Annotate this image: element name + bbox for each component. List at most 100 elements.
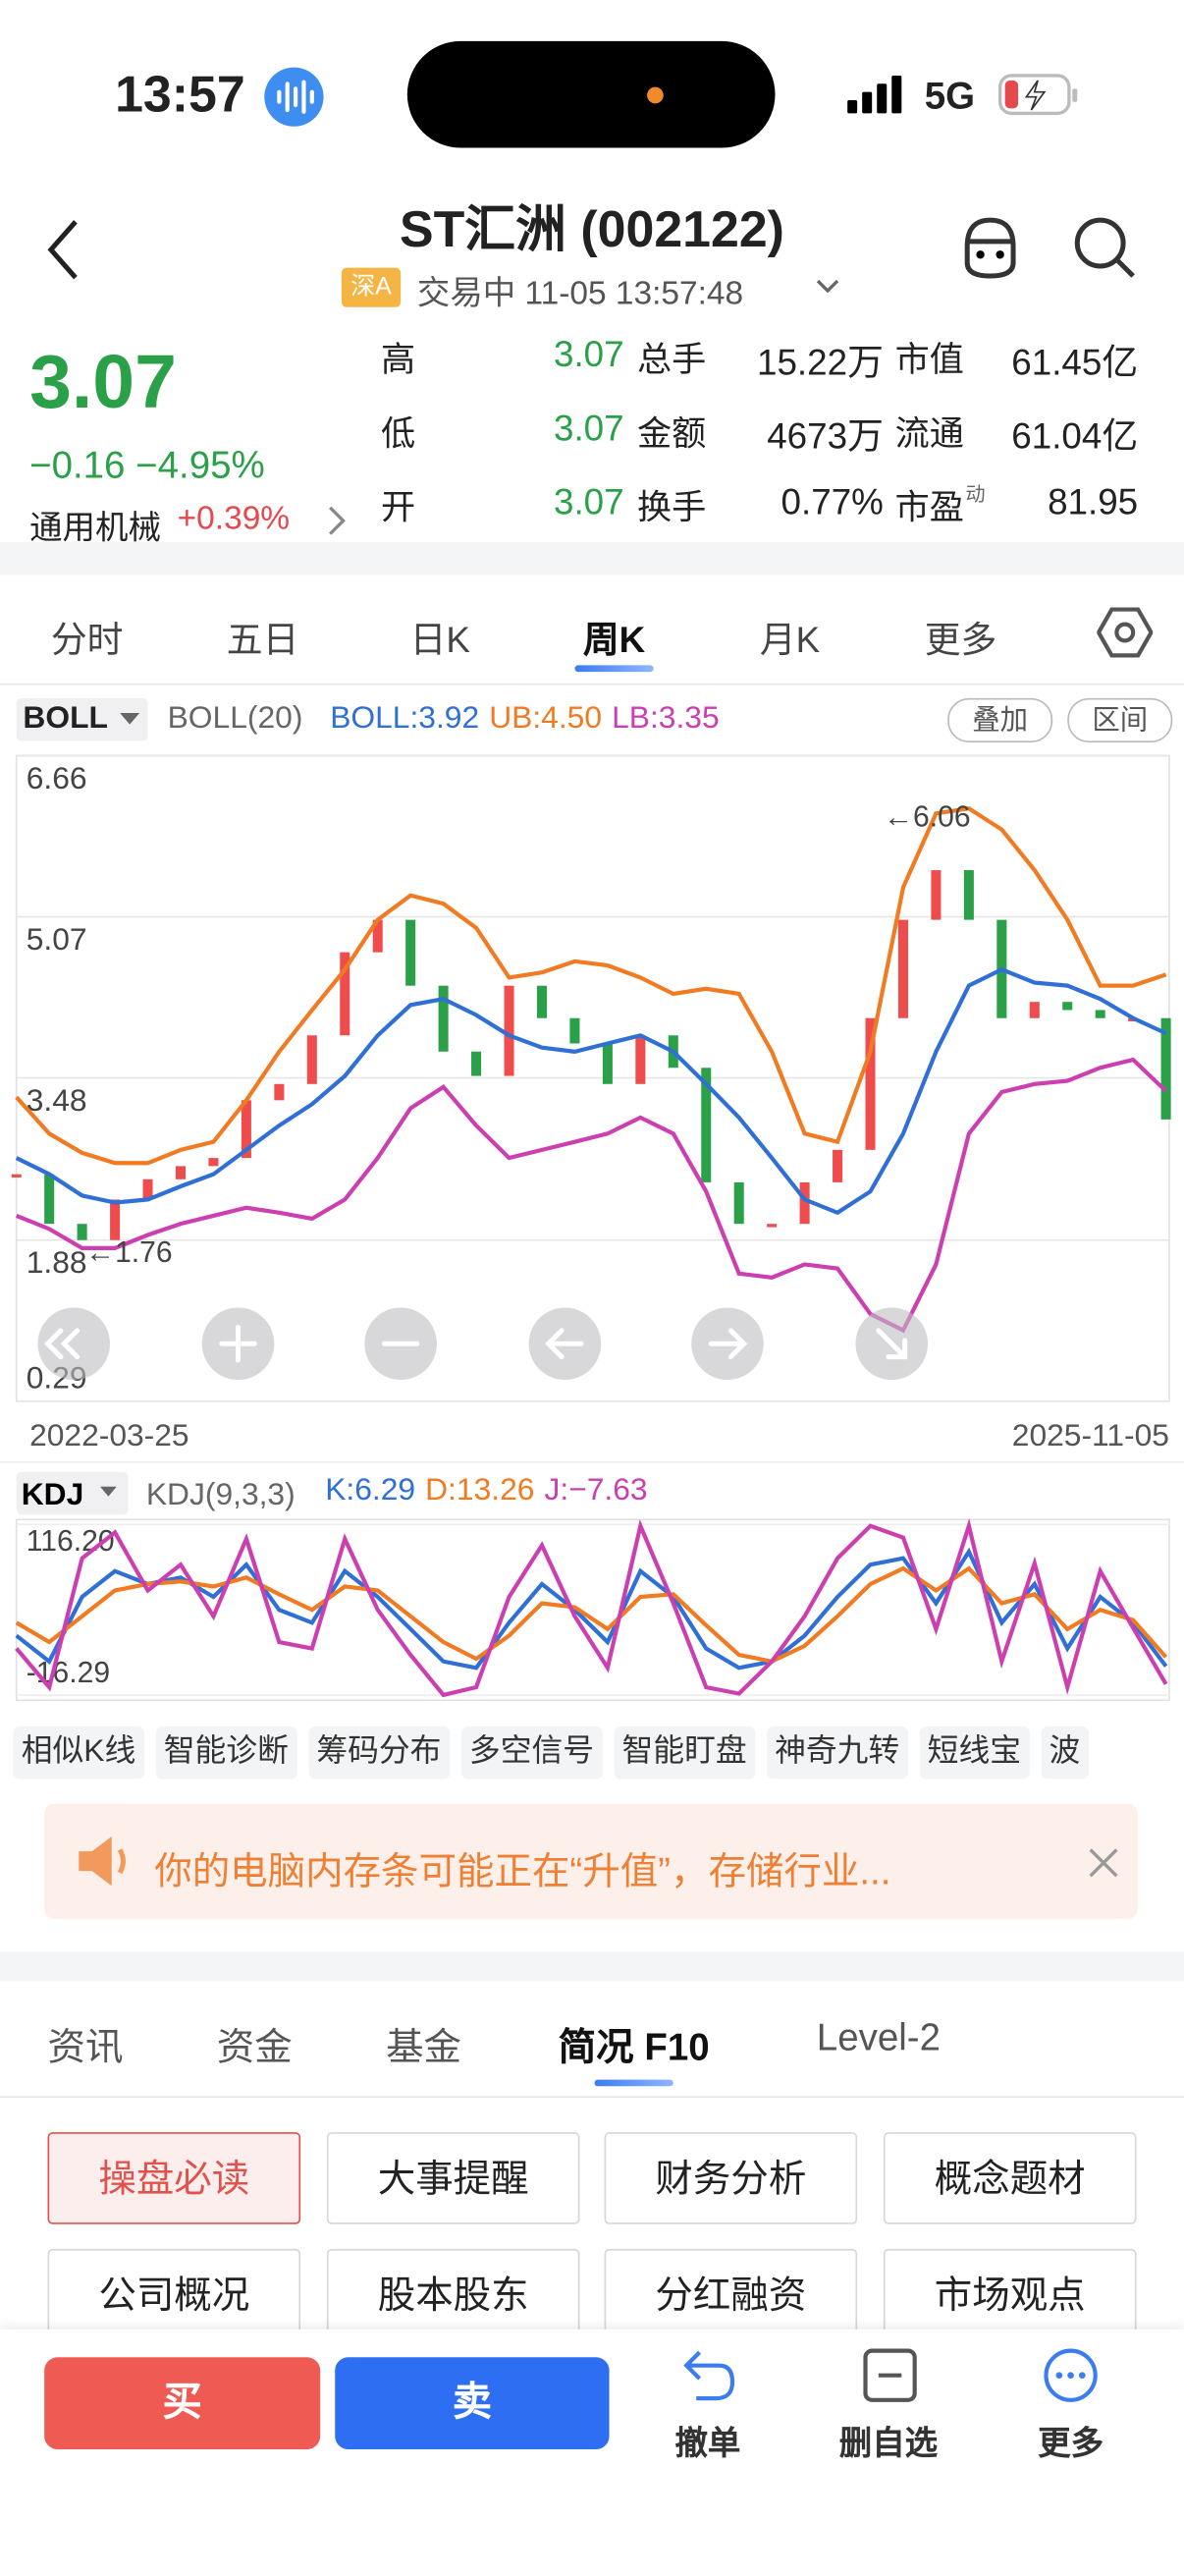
settings-icon[interactable]	[1097, 605, 1154, 661]
candle	[208, 1158, 219, 1167]
legend-item: LB:3.35	[612, 701, 720, 737]
f10-button[interactable]: 财务分析	[604, 2132, 858, 2224]
stat-cell: 61.04亿	[1011, 415, 1139, 458]
candle	[897, 919, 908, 1018]
f10-button[interactable]: 市场观点	[883, 2248, 1137, 2341]
buy-button[interactable]: 买	[44, 2357, 321, 2449]
stat-cell: 15.22万	[757, 341, 884, 383]
dropdown-icon	[120, 712, 140, 725]
stock-title: ST汇洲 (002122)	[400, 200, 784, 258]
indicator-line	[15, 805, 1167, 1166]
banner-text[interactable]: 你的电脑内存条可能正在“升值”，存储行业...	[154, 1849, 891, 1892]
y-tick-label: 3.48	[27, 1082, 87, 1118]
tool-chip[interactable]: 短线宝	[919, 1726, 1030, 1780]
stat-cell: 3.07	[553, 407, 624, 449]
candle	[405, 919, 416, 986]
tool-chip[interactable]: 多空信号	[460, 1726, 603, 1780]
stat-cell: 金额	[636, 415, 707, 454]
dropdown-icon[interactable]	[815, 276, 841, 296]
stat-cell: 市盈	[894, 489, 964, 527]
plot-frame	[15, 1518, 1170, 1702]
tool-chip[interactable]: 相似K线	[13, 1726, 144, 1780]
period-tab[interactable]: 日K	[409, 619, 470, 661]
zoom-icon	[545, 1328, 584, 1360]
x-end-label: 2025-11-05	[1012, 1417, 1169, 1452]
stat-cell: 总手	[636, 341, 707, 380]
candle	[569, 1017, 580, 1044]
candle	[799, 1181, 810, 1225]
period-tab[interactable]: 分时	[50, 619, 124, 661]
pe-sup: 动	[965, 482, 986, 507]
indicator-line	[15, 1057, 1168, 1334]
f10-button[interactable]: 公司概况	[47, 2248, 301, 2341]
period-tab[interactable]: 周K	[582, 619, 646, 661]
search-icon[interactable]	[1071, 213, 1140, 282]
separator	[0, 1951, 1184, 1982]
legend-item: J:−7.63	[544, 1473, 648, 1508]
stat-cell: 0.77%	[780, 481, 884, 522]
info-tab[interactable]: 简况 F10	[558, 2025, 710, 2068]
f10-button[interactable]: 操盘必读	[47, 2132, 301, 2224]
f10-button[interactable]: 大事提醒	[326, 2132, 580, 2224]
divider	[0, 683, 1184, 685]
f10-button[interactable]: 概念题材	[883, 2132, 1137, 2224]
candle	[438, 985, 449, 1052]
chevron[interactable]	[325, 503, 348, 539]
overlay-button[interactable]: 叠加	[947, 697, 1053, 743]
action-label[interactable]: 删自选	[838, 2426, 939, 2463]
indicator-line	[15, 966, 1167, 1216]
annotation: ←6.06	[884, 800, 971, 833]
info-tab[interactable]: 基金	[386, 2025, 462, 2068]
period-tab[interactable]: 更多	[924, 619, 997, 661]
stat-cell: 换手	[636, 489, 707, 527]
trade-status: 交易中 11-05 13:57:48	[416, 276, 744, 312]
price-change: −0.16 −4.95%	[29, 443, 265, 487]
candle	[733, 1181, 744, 1225]
sell-button[interactable]: 卖	[335, 2357, 610, 2449]
dynamic-island	[406, 40, 776, 148]
candle	[1062, 1002, 1073, 1011]
f10-button[interactable]: 分红融资	[604, 2248, 858, 2341]
candle	[963, 870, 974, 920]
time: 13:57	[115, 65, 245, 124]
period-tab[interactable]: 五日	[226, 619, 299, 661]
tool-chip[interactable]: 神奇九转	[766, 1726, 908, 1780]
more-icon	[1044, 2348, 1098, 2402]
cancel-icon	[683, 2350, 735, 2401]
candle	[833, 1149, 843, 1182]
range-button[interactable]: 区间	[1067, 697, 1173, 743]
zoom-button	[37, 1307, 111, 1381]
close-icon[interactable]	[1086, 1844, 1122, 1881]
period-tab[interactable]: 月K	[759, 619, 821, 661]
candle	[77, 1224, 87, 1240]
tool-chip[interactable]: 智能盯盘	[614, 1726, 756, 1780]
y-tick-label: -16.29	[27, 1657, 110, 1689]
candle	[142, 1178, 153, 1200]
info-tab[interactable]: 资讯	[47, 2025, 124, 2068]
y-tick-label: 6.66	[27, 760, 87, 795]
action-label[interactable]: 更多	[1038, 2426, 1104, 2463]
indicator-line	[15, 1565, 1168, 1664]
y-tick-label: 1.88	[27, 1244, 87, 1280]
legend-item: UB:4.50	[489, 701, 603, 737]
candle	[175, 1166, 187, 1179]
back-button[interactable]	[42, 217, 88, 283]
candle	[635, 1035, 646, 1084]
info-tab[interactable]: 资金	[216, 2025, 293, 2068]
tool-chip[interactable]: 筹码分布	[307, 1726, 450, 1780]
tool-chip[interactable]: 波	[1041, 1726, 1089, 1780]
candle	[306, 1035, 317, 1084]
candle	[1160, 1017, 1171, 1120]
indicator-name: KDJ	[22, 1476, 84, 1511]
f10-button[interactable]: 股本股东	[326, 2248, 580, 2341]
action-label[interactable]: 撤单	[674, 2426, 741, 2463]
banner[interactable]	[44, 1803, 1139, 1919]
robot-icon[interactable]	[957, 213, 1023, 282]
tool-chip[interactable]: 智能诊断	[155, 1726, 297, 1780]
voice-icon	[264, 67, 324, 127]
charts: 6.665.073.481.880.29←6.06←1.762022-03-25…	[0, 754, 1184, 1702]
separator	[0, 541, 1184, 575]
info-tab[interactable]: Level-2	[816, 2015, 941, 2058]
